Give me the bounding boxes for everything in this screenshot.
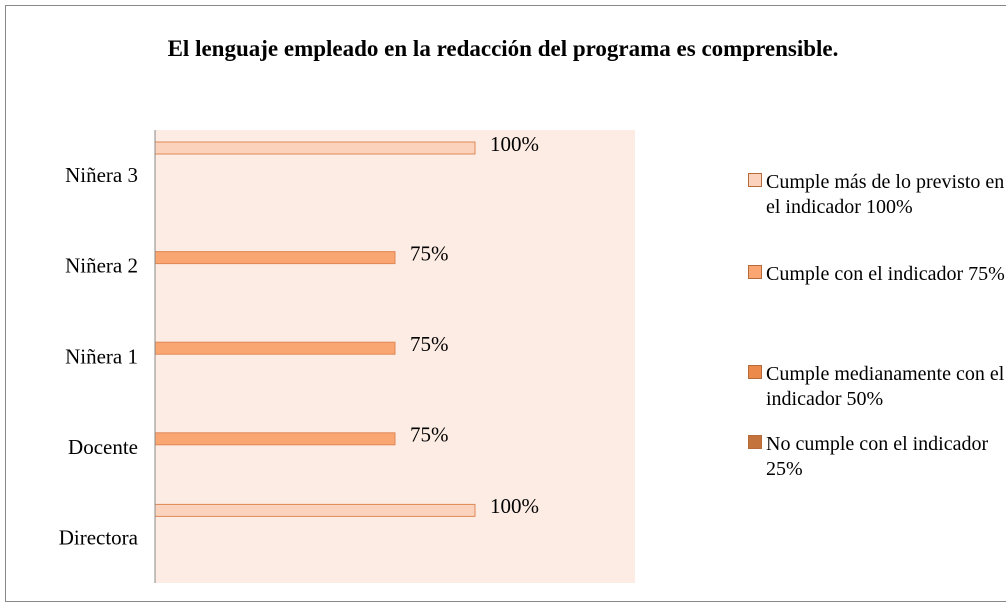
y-tick-label: Directora xyxy=(59,526,139,550)
bar xyxy=(154,503,476,517)
bar xyxy=(154,341,396,355)
data-label: 75% xyxy=(410,332,449,356)
bar xyxy=(154,141,476,155)
y-tick-label: Niñera 1 xyxy=(65,344,138,368)
legend-swatch xyxy=(748,173,762,187)
y-tick-label: Niñera 2 xyxy=(65,254,138,278)
legend-label: Cumple más de lo previsto en el indicado… xyxy=(766,171,1005,218)
y-tick-label: Docente xyxy=(68,435,138,459)
data-label: 100% xyxy=(490,132,539,156)
chart-border xyxy=(5,5,1006,602)
legend-label: Cumple medianamente con el indicador 50% xyxy=(766,363,1005,410)
legend-entry: No cumple con el indicador 25% xyxy=(748,432,1006,482)
bar xyxy=(154,251,396,265)
legend-swatch xyxy=(748,435,762,449)
legend-swatch xyxy=(748,265,762,279)
data-label: 75% xyxy=(410,241,449,265)
y-tick-label: Niñera 3 xyxy=(65,163,138,187)
legend-entry: Cumple más de lo previsto en el indicado… xyxy=(748,170,1006,220)
chart-title: El lenguaje empleado en la redacción del… xyxy=(167,36,839,61)
legend-entry: Cumple medianamente con el indicador 50% xyxy=(748,362,1006,412)
data-label: 75% xyxy=(410,423,449,447)
legend-entry: Cumple con el indicador 75% xyxy=(748,262,1006,287)
legend-label: Cumple con el indicador 75% xyxy=(766,263,1005,285)
bar xyxy=(154,432,396,446)
legend-label: No cumple con el indicador 25% xyxy=(766,433,989,480)
data-label: 100% xyxy=(490,494,539,518)
legend-swatch xyxy=(748,365,762,379)
